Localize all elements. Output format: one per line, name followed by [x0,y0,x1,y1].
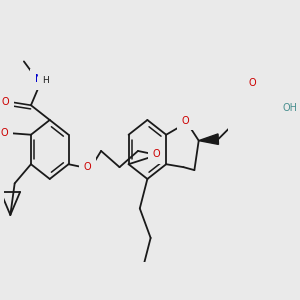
Text: O: O [248,78,256,88]
Text: O: O [83,162,91,172]
Text: OH: OH [282,103,297,113]
Text: O: O [2,97,9,107]
Text: O: O [182,116,189,126]
Text: O: O [1,128,8,138]
Polygon shape [199,134,218,144]
Text: H: H [42,76,49,85]
Text: N: N [35,74,43,84]
Text: O: O [153,149,160,159]
